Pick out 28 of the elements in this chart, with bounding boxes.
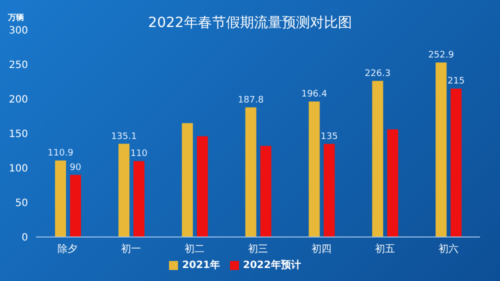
data-label: 110 (130, 149, 148, 160)
y-tick-label: 0 (22, 232, 28, 244)
y-tick-label: 250 (8, 60, 28, 72)
data-label: 226.3 (364, 68, 391, 79)
data-label: 215 (448, 76, 465, 87)
x-tick-label: 初二 (184, 243, 205, 256)
y-tick-label: 300 (8, 26, 28, 37)
y-tick-label: 50 (15, 198, 28, 210)
x-tick-label: 初五 (374, 243, 395, 256)
data-label: 110.9 (48, 148, 74, 158)
x-tick-label: 初四 (311, 243, 332, 256)
y-tick-label: 150 (8, 129, 28, 140)
x-tick-label: 初一 (121, 243, 142, 256)
data-label: 135.1 (111, 132, 137, 142)
data-label: 252.9 (428, 50, 454, 60)
data-label: 187.8 (238, 95, 264, 106)
y-axis-title: 万辆 (8, 12, 24, 23)
y-tick-label: 200 (8, 94, 28, 106)
x-tick-label: 除夕 (58, 243, 78, 256)
data-label: 196.4 (301, 89, 328, 100)
chart-title: 2022年春节假期流量预测对比图 (148, 15, 352, 31)
data-label: 135 (320, 132, 338, 142)
y-tick-label: 100 (8, 164, 28, 175)
data-label: 90 (70, 162, 82, 173)
x-tick-label: 初六 (438, 243, 458, 256)
x-tick-label: 初三 (248, 243, 268, 256)
legend-label: 2022年预计 (243, 260, 301, 271)
legend-label: 2021年 (182, 260, 220, 271)
